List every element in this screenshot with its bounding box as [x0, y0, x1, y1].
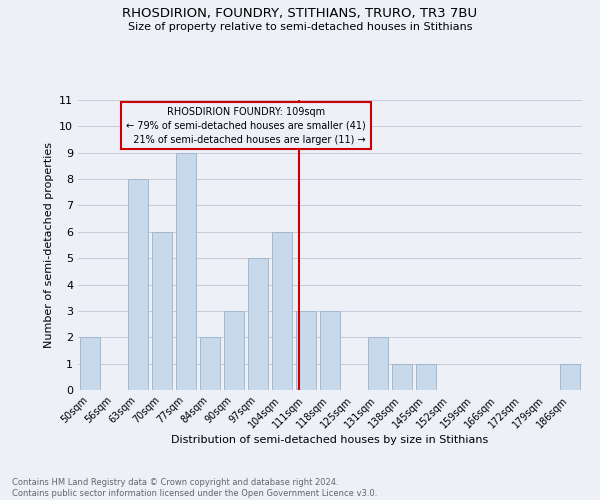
Bar: [416, 364, 436, 390]
Text: Distribution of semi-detached houses by size in Stithians: Distribution of semi-detached houses by …: [172, 435, 488, 445]
Bar: [560, 364, 580, 390]
Bar: [80, 338, 100, 390]
Bar: [200, 338, 220, 390]
Bar: [224, 311, 244, 390]
Bar: [128, 179, 148, 390]
Y-axis label: Number of semi-detached properties: Number of semi-detached properties: [44, 142, 53, 348]
Bar: [176, 152, 196, 390]
Text: RHOSDIRION, FOUNDRY, STITHIANS, TRURO, TR3 7BU: RHOSDIRION, FOUNDRY, STITHIANS, TRURO, T…: [122, 8, 478, 20]
Bar: [248, 258, 268, 390]
Text: Contains HM Land Registry data © Crown copyright and database right 2024.
Contai: Contains HM Land Registry data © Crown c…: [12, 478, 377, 498]
Bar: [152, 232, 172, 390]
Bar: [392, 364, 412, 390]
Bar: [320, 311, 340, 390]
Bar: [368, 338, 388, 390]
Text: Size of property relative to semi-detached houses in Stithians: Size of property relative to semi-detach…: [128, 22, 472, 32]
Bar: [272, 232, 292, 390]
Text: RHOSDIRION FOUNDRY: 109sqm
← 79% of semi-detached houses are smaller (41)
  21% : RHOSDIRION FOUNDRY: 109sqm ← 79% of semi…: [126, 106, 366, 144]
Bar: [296, 311, 316, 390]
